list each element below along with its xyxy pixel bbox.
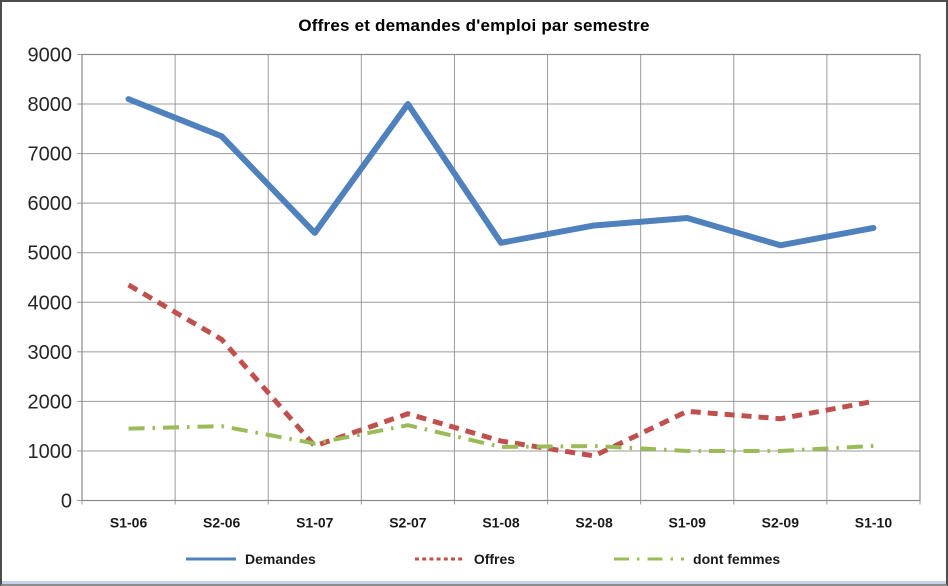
y-axis-label: 5000 xyxy=(28,243,73,265)
series-line-dont-femmes xyxy=(128,423,874,453)
legend-item-dont-femmes: dont femmes xyxy=(613,551,780,567)
offres-line-icon xyxy=(414,557,465,561)
y-axis-label: 2000 xyxy=(28,391,73,413)
window-bottom-edge xyxy=(2,581,946,584)
y-axis-label: 8000 xyxy=(28,94,73,116)
y-axis-label: 0 xyxy=(61,491,72,513)
x-axis-label: S2-08 xyxy=(575,515,613,531)
y-axis-label: 7000 xyxy=(28,144,73,166)
y-axis-label: 6000 xyxy=(28,193,73,215)
plot-background xyxy=(82,54,920,501)
y-axis-label: 1000 xyxy=(28,441,73,463)
legend: Demandes Offres dont femmes xyxy=(185,551,780,567)
y-axis-label: 4000 xyxy=(28,292,73,314)
plot-area: 9000 8000 7000 6000 5000 4000 3000 2000 1000 0 S1-… xyxy=(28,45,921,531)
series-line-demandes xyxy=(125,96,877,249)
x-axis-label: S1-09 xyxy=(669,515,707,531)
legend-label-offres: Offres xyxy=(473,551,516,567)
y-axis-label: 9000 xyxy=(28,45,73,67)
x-axis-label: S2-06 xyxy=(203,515,241,531)
x-axis-label: S2-07 xyxy=(389,515,427,531)
demandes-line-icon xyxy=(186,557,236,561)
x-axis-label: S1-08 xyxy=(482,515,520,531)
legend-label-demandes: Demandes xyxy=(245,551,316,567)
series-line-offres xyxy=(127,282,874,459)
x-axis-label: S1-10 xyxy=(855,515,893,531)
legend-item-offres: Offres xyxy=(414,551,515,567)
y-axis-label: 3000 xyxy=(28,342,73,364)
x-axis-label: S1-07 xyxy=(296,515,334,531)
dont-femmes-line-icon xyxy=(614,557,685,561)
x-axis-label: S1-06 xyxy=(110,515,148,531)
x-axis-label: S2-09 xyxy=(762,515,800,531)
legend-item-demandes: Demandes xyxy=(185,551,316,567)
legend-label-dont-femmes: dont femmes xyxy=(693,551,781,567)
chart-title: Offres et demandes d'emploi par semestre xyxy=(298,16,650,35)
plot-border xyxy=(81,53,921,502)
